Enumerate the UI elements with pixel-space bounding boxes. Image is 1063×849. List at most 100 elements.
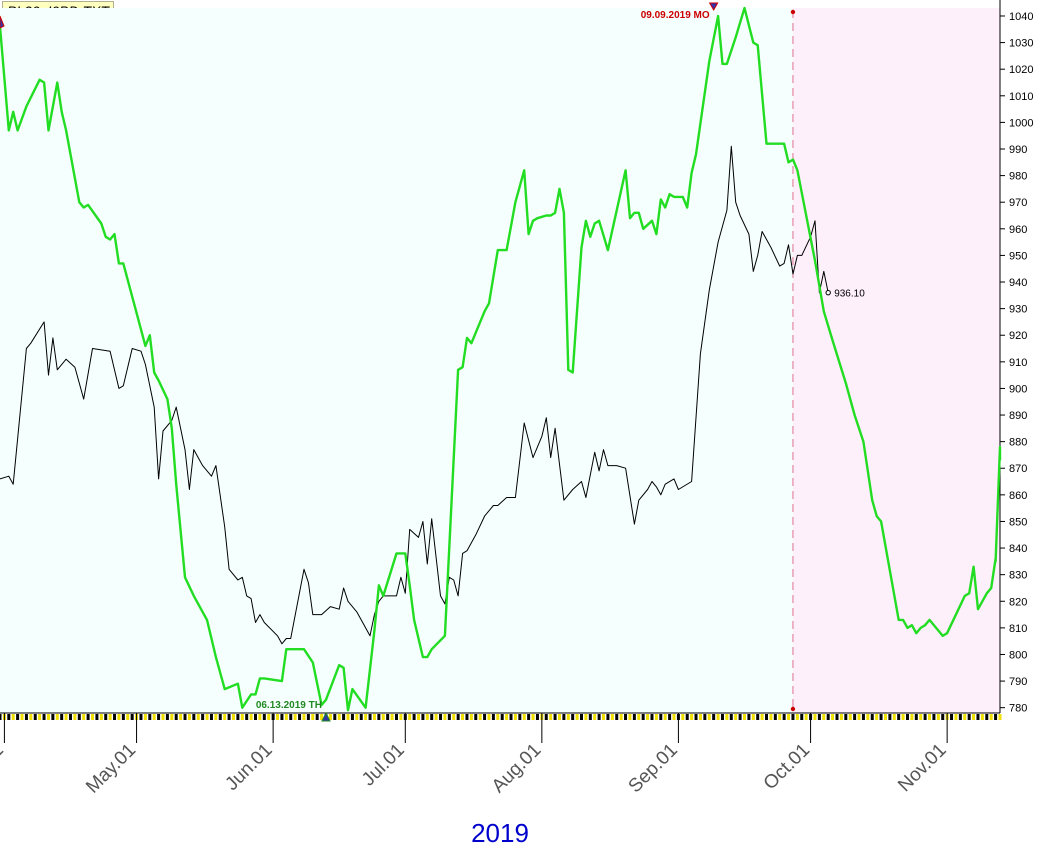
y-tick-label: 1010 [1009, 91, 1033, 103]
x-day-tick [826, 714, 830, 720]
x-day-tick [804, 714, 808, 720]
x-day-tick [650, 714, 654, 720]
x-day-tick [82, 714, 86, 720]
x-month-label: Nov.01 [894, 740, 950, 796]
y-tick-label: 820 [1009, 596, 1027, 608]
x-day-tick [139, 714, 143, 720]
x-day-tick [562, 714, 566, 720]
x-day-tick [11, 714, 15, 720]
x-day-tick [333, 714, 337, 720]
y-tick-label: 910 [1009, 357, 1027, 369]
x-day-tick [817, 714, 821, 720]
x-day-tick [936, 714, 940, 720]
x-day-tick [628, 714, 632, 720]
x-day-tick [60, 714, 64, 720]
x-day-tick [928, 714, 932, 720]
x-day-tick [117, 714, 121, 720]
x-day-tick [654, 714, 658, 720]
annotations-layer [0, 2, 831, 722]
low-label: 06.13.2019 TH [256, 700, 322, 711]
x-day-tick [839, 714, 843, 720]
x-day-tick [55, 714, 59, 720]
x-day-tick [386, 714, 390, 720]
x-day-tick [734, 714, 738, 720]
x-month-label: Jun.01 [221, 740, 276, 795]
x-day-tick [425, 714, 429, 720]
x-month-label: May.01 [82, 740, 140, 798]
x-day-tick [342, 714, 346, 720]
y-tick-label: 1030 [1009, 38, 1033, 50]
x-day-tick [474, 714, 478, 720]
x-day-tick [209, 714, 213, 720]
x-day-tick [892, 714, 896, 720]
x-day-tick [227, 714, 231, 720]
x-day-tick [368, 714, 372, 720]
x-day-tick [161, 714, 165, 720]
y-tick-label: 880 [1009, 437, 1027, 449]
x-month-label: Sep.01 [625, 740, 682, 797]
x-day-tick [905, 714, 909, 720]
x-day-tick [196, 714, 200, 720]
x-day-tick [698, 714, 702, 720]
x-day-tick [575, 714, 579, 720]
x-day-tick [685, 714, 689, 720]
y-tick-label: 860 [1009, 490, 1027, 502]
x-day-tick [95, 714, 99, 720]
x-day-tick [16, 714, 20, 720]
x-day-tick [584, 714, 588, 720]
x-day-tick [795, 714, 799, 720]
y-tick-label: 960 [1009, 224, 1027, 236]
x-day-tick [157, 714, 161, 720]
x-day-tick [637, 714, 641, 720]
x-day-tick [602, 714, 606, 720]
x-day-tick [619, 714, 623, 720]
x-day-tick [179, 714, 183, 720]
x-day-tick [773, 714, 777, 720]
x-day-tick [276, 714, 280, 720]
x-day-tick [549, 714, 553, 720]
x-day-tick [782, 714, 786, 720]
x-day-tick [505, 714, 509, 720]
x-day-tick [606, 714, 610, 720]
x-day-tick [231, 714, 235, 720]
x-day-tick [491, 714, 495, 720]
x-day-tick [866, 714, 870, 720]
x-day-tick [720, 714, 724, 720]
x-day-tick [24, 714, 28, 720]
x-day-tick [478, 714, 482, 720]
x-day-tick [113, 714, 117, 720]
y-tick-label: 790 [1009, 676, 1027, 688]
x-day-tick [430, 714, 434, 720]
x-day-tick [553, 714, 557, 720]
x-day-tick [447, 714, 451, 720]
last-price-marker [825, 289, 831, 296]
x-day-tick [165, 714, 169, 720]
x-day-tick [980, 714, 984, 720]
plot-background [0, 8, 1000, 713]
x-day-tick [293, 714, 297, 720]
x-day-tick [897, 714, 901, 720]
x-day-tick [694, 714, 698, 720]
x-day-tick [597, 714, 601, 720]
y-tick-label: 900 [1009, 383, 1027, 395]
x-day-tick [364, 714, 368, 720]
x-day-tick [254, 714, 258, 720]
x-day-tick [747, 714, 751, 720]
x-day-tick [487, 714, 491, 720]
x-day-tick [346, 714, 350, 720]
x-day-tick [742, 714, 746, 720]
x-day-tick [130, 714, 134, 720]
y-tick-label: 930 [1009, 304, 1027, 316]
y-tick-label: 920 [1009, 330, 1027, 342]
x-day-tick [527, 714, 531, 720]
x-day-tick [615, 714, 619, 720]
x-day-tick [399, 714, 403, 720]
x-day-tick [104, 714, 108, 720]
x-day-tick [879, 714, 883, 720]
x-day-tick [932, 714, 936, 720]
x-day-tick [223, 714, 227, 720]
x-day-tick [320, 714, 324, 720]
x-month-label: Apr.01 [0, 740, 8, 794]
x-day-tick [703, 714, 707, 720]
x-day-tick [421, 714, 425, 720]
